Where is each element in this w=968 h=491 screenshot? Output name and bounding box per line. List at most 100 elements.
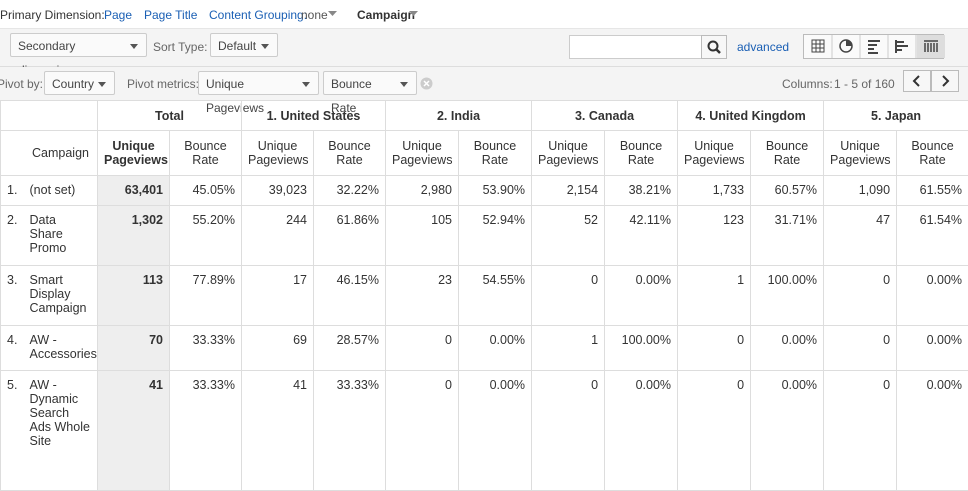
group-header: 4. United Kingdom xyxy=(678,101,824,131)
metric-header[interactable]: Unique Pageviews xyxy=(532,131,605,176)
selected-dimension[interactable]: Campaign xyxy=(357,8,415,22)
campaign-cell[interactable]: Data Share Promo xyxy=(26,206,98,266)
page: Primary Dimension: Page Page Title Conte… xyxy=(0,0,968,475)
columns-range: 1 - 5 of 160 xyxy=(834,77,895,91)
value-cell: 28.57% xyxy=(314,326,386,371)
caret xyxy=(409,11,418,17)
pivot-metric[interactable]: Unique Pageviews xyxy=(198,71,319,95)
pivot-bar: Pivot by: Country Pivot metrics: Unique … xyxy=(0,67,968,101)
value-cell: 1,090 xyxy=(824,176,897,206)
prev-button[interactable] xyxy=(903,70,931,92)
metric-header[interactable]: Unique Pageviews xyxy=(386,131,459,176)
advanced-link[interactable]: advanced xyxy=(737,40,789,54)
link[interactable]: Page xyxy=(104,8,132,22)
row-index: 5. xyxy=(1,371,26,491)
metric-header[interactable]: Bounce Rate xyxy=(897,131,968,176)
dimension-header: Campaign xyxy=(1,131,98,176)
value-cell: 244 xyxy=(242,206,314,266)
value-cell: 38.21% xyxy=(605,176,678,206)
campaign-cell[interactable]: Smart Display Campaign xyxy=(26,266,98,326)
pivot-metric[interactable]: Bounce Rate xyxy=(323,71,417,95)
value-cell: 0.00% xyxy=(605,371,678,491)
campaign-cell[interactable]: AW - Dynamic Search Ads Whole Site xyxy=(26,371,98,491)
value-cell: 33.33% xyxy=(314,371,386,491)
pivot-by[interactable]: Country xyxy=(44,71,115,95)
view-icons xyxy=(804,35,945,58)
value-cell: 1,302 xyxy=(98,206,170,266)
value-cell: 0.00% xyxy=(897,326,968,371)
sort-type[interactable]: Default xyxy=(210,33,278,57)
value-cell: 0.00% xyxy=(459,371,532,491)
value-cell: 61.55% xyxy=(897,176,968,206)
metric-header[interactable]: Unique Pageviews xyxy=(678,131,751,176)
value-cell: 100.00% xyxy=(751,266,824,326)
value-cell: 45.05% xyxy=(170,176,242,206)
search-button[interactable] xyxy=(701,35,727,59)
value-cell: 42.11% xyxy=(605,206,678,266)
value-cell: 52.94% xyxy=(459,206,532,266)
secondary-dimension[interactable]: Secondary dimension xyxy=(10,33,147,57)
group-header: 3. Canada xyxy=(532,101,678,131)
metric-header[interactable]: Bounce Rate xyxy=(314,131,386,176)
label: Primary Dimension: xyxy=(0,8,105,22)
value-cell: 41 xyxy=(242,371,314,491)
value-cell: 53.90% xyxy=(459,176,532,206)
link[interactable]: Content Grouping: xyxy=(209,8,307,22)
link[interactable]: Page Title xyxy=(144,8,197,22)
value-cell: 0.00% xyxy=(751,371,824,491)
metric-header[interactable]: Bounce Rate xyxy=(170,131,242,176)
value-cell: 2,980 xyxy=(386,176,459,206)
value-cell: 52 xyxy=(532,206,605,266)
value-cell: 0.00% xyxy=(751,326,824,371)
group-header: 1. United States xyxy=(242,101,386,131)
label: Columns: xyxy=(782,77,833,91)
value-cell: 70 xyxy=(98,326,170,371)
value-cell: 33.33% xyxy=(170,326,242,371)
next-button[interactable] xyxy=(931,70,959,92)
dropdown[interactable]: none xyxy=(301,8,328,22)
metric-header[interactable]: Bounce Rate xyxy=(459,131,532,176)
value-cell: 0 xyxy=(824,371,897,491)
campaign-cell[interactable]: AW - Accessories xyxy=(26,326,98,371)
campaign-cell[interactable]: (not set) xyxy=(26,176,98,206)
value-cell: 63,401 xyxy=(98,176,170,206)
group-header: 5. Japan xyxy=(824,101,968,131)
metric-header[interactable]: Bounce Rate xyxy=(751,131,824,176)
metric-header[interactable]: Bounce Rate xyxy=(605,131,678,176)
row-index: 1. xyxy=(1,176,26,206)
search-input[interactable] xyxy=(569,35,702,59)
chevron xyxy=(904,71,930,91)
value-cell: 0 xyxy=(678,371,751,491)
value-cell: 1 xyxy=(532,326,605,371)
caret xyxy=(328,11,337,17)
value-cell: 0 xyxy=(824,266,897,326)
value-cell: 32.22% xyxy=(314,176,386,206)
value-cell: 0 xyxy=(532,371,605,491)
value-cell: 2,154 xyxy=(532,176,605,206)
value-cell: 113 xyxy=(98,266,170,326)
value-cell: 33.33% xyxy=(170,371,242,491)
header-cell xyxy=(1,101,98,131)
label: Pivot by: xyxy=(0,77,43,91)
label: Sort Type: xyxy=(153,40,207,54)
view-switcher[interactable] xyxy=(803,34,944,59)
value-cell: 77.89% xyxy=(170,266,242,326)
row-index: 4. xyxy=(1,326,26,371)
value-cell: 123 xyxy=(678,206,751,266)
value-cell: 100.00% xyxy=(605,326,678,371)
metric-header[interactable]: Unique Pageviews xyxy=(242,131,314,176)
value-cell: 105 xyxy=(386,206,459,266)
value-cell: 0 xyxy=(532,266,605,326)
value-cell: 69 xyxy=(242,326,314,371)
value-cell: 47 xyxy=(824,206,897,266)
value-cell: 46.15% xyxy=(314,266,386,326)
metric-header[interactable]: Unique Pageviews xyxy=(824,131,897,176)
remove-metric[interactable] xyxy=(420,77,433,90)
metric-header[interactable]: Unique Pageviews xyxy=(98,131,170,176)
value-cell: 0 xyxy=(386,326,459,371)
